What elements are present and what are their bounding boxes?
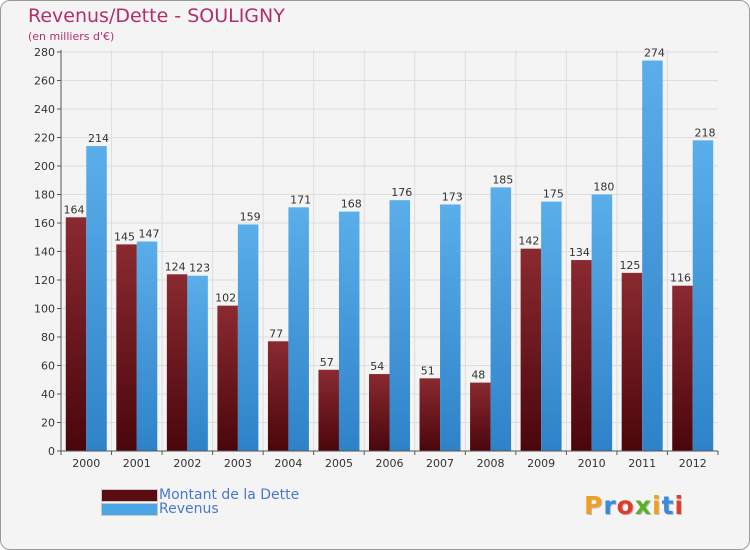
x-tick-label: 2007	[426, 457, 454, 470]
data-label-revenus: 274	[644, 47, 665, 60]
y-tick-label: 160	[34, 217, 55, 230]
data-label-dette: 142	[518, 235, 539, 248]
chart-title: Revenus/Dette - SOULIGNY	[28, 5, 285, 27]
x-tick-label: 2008	[477, 457, 505, 470]
bar-revenus	[237, 224, 259, 451]
logo-letter: t	[661, 491, 675, 520]
data-label-dette: 116	[670, 272, 691, 285]
bar-dette	[571, 260, 592, 451]
data-label-revenus: 185	[492, 173, 513, 186]
data-label-dette: 48	[471, 369, 485, 382]
bar-dette	[621, 272, 643, 451]
bar-dette	[419, 378, 441, 451]
chart-subtitle: (en milliers d'€)	[28, 30, 115, 43]
data-label-revenus: 176	[391, 186, 412, 199]
y-tick-label: 60	[41, 360, 55, 373]
bar-revenus	[541, 201, 562, 451]
bar-revenus	[86, 146, 107, 452]
bar-revenus	[288, 207, 309, 451]
logo-letter: x	[634, 491, 652, 520]
data-label-revenus: 171	[290, 193, 311, 206]
bar-revenus	[591, 194, 613, 451]
y-tick-label: 80	[41, 331, 55, 344]
x-tick-label: 2004	[274, 457, 302, 470]
y-tick-label: 260	[34, 75, 55, 88]
logo-letter: i	[674, 491, 685, 520]
bar-dette	[520, 248, 542, 451]
bar-dette	[116, 244, 137, 451]
data-label-dette: 77	[269, 327, 283, 340]
data-label-revenus: 180	[593, 181, 614, 194]
data-label-revenus: 173	[442, 190, 463, 203]
bar-revenus	[389, 200, 410, 451]
y-tick-label: 100	[34, 303, 55, 316]
data-label-revenus: 147	[139, 228, 160, 241]
data-label-dette: 54	[370, 360, 384, 373]
data-label-revenus: 123	[189, 262, 210, 275]
legend-swatch-dette	[101, 488, 158, 502]
data-label-dette: 125	[619, 259, 640, 272]
bar-revenus	[187, 275, 208, 451]
logo-letter: o	[616, 491, 635, 520]
data-label-dette: 102	[215, 292, 236, 305]
proxiti-logo: Proxiti	[584, 491, 684, 520]
y-tick-label: 240	[34, 103, 55, 116]
x-tick-label: 2012	[679, 457, 707, 470]
data-label-dette: 51	[421, 364, 435, 377]
y-tick-label: 140	[34, 246, 55, 259]
data-label-dette: 57	[320, 356, 334, 369]
bar-dette	[65, 217, 87, 451]
x-tick-label: 2000	[72, 457, 100, 470]
y-tick-label: 220	[34, 132, 55, 145]
y-tick-label: 200	[34, 160, 55, 173]
data-label-dette: 145	[114, 230, 135, 243]
x-tick-label: 2001	[123, 457, 151, 470]
legend-label-dette: Montant de la Dette	[159, 487, 300, 503]
bar-revenus	[692, 140, 714, 451]
x-tick-label: 2009	[527, 457, 555, 470]
x-tick-label: 2005	[325, 457, 353, 470]
bar-revenus	[642, 60, 663, 452]
x-tick-label: 2002	[173, 457, 201, 470]
data-label-revenus: 159	[240, 210, 261, 223]
y-tick-label: 180	[34, 189, 55, 202]
x-tick-label: 2010	[578, 457, 606, 470]
y-tick-label: 40	[41, 388, 55, 401]
bar-revenus	[136, 241, 158, 451]
logo-letter: P	[584, 491, 604, 520]
x-tick-label: 2006	[376, 457, 404, 470]
bar-dette	[166, 274, 188, 451]
y-tick-label: 120	[34, 274, 55, 287]
bar-dette	[369, 374, 390, 451]
bar-dette	[318, 369, 339, 451]
bar-revenus	[338, 211, 360, 451]
x-tick-label: 2011	[628, 457, 656, 470]
data-label-revenus: 214	[88, 132, 109, 145]
data-label-dette: 124	[165, 260, 186, 273]
y-tick-label: 280	[34, 46, 55, 59]
y-tick-label: 0	[48, 445, 55, 458]
bar-dette	[672, 285, 693, 451]
x-tick-label: 2003	[224, 457, 252, 470]
data-label-revenus: 218	[694, 126, 715, 139]
logo-letter: r	[603, 491, 617, 520]
legend-label-revenus: Revenus	[159, 501, 219, 517]
bar-revenus	[440, 204, 461, 451]
data-label-dette: 134	[569, 246, 590, 259]
y-tick-label: 20	[41, 417, 55, 430]
data-label-revenus: 168	[341, 198, 362, 211]
bar-revenus	[490, 187, 512, 451]
legend-swatch-revenus	[101, 502, 158, 516]
logo-letter: i	[652, 491, 662, 520]
bar-dette	[470, 382, 491, 451]
legend-item-revenus: Revenus	[101, 501, 219, 517]
data-label-revenus: 175	[543, 188, 564, 201]
bar-dette	[217, 305, 238, 451]
bar-dette	[267, 341, 289, 451]
legend-item-dette: Montant de la Dette	[101, 487, 299, 503]
data-label-dette: 164	[64, 203, 85, 216]
